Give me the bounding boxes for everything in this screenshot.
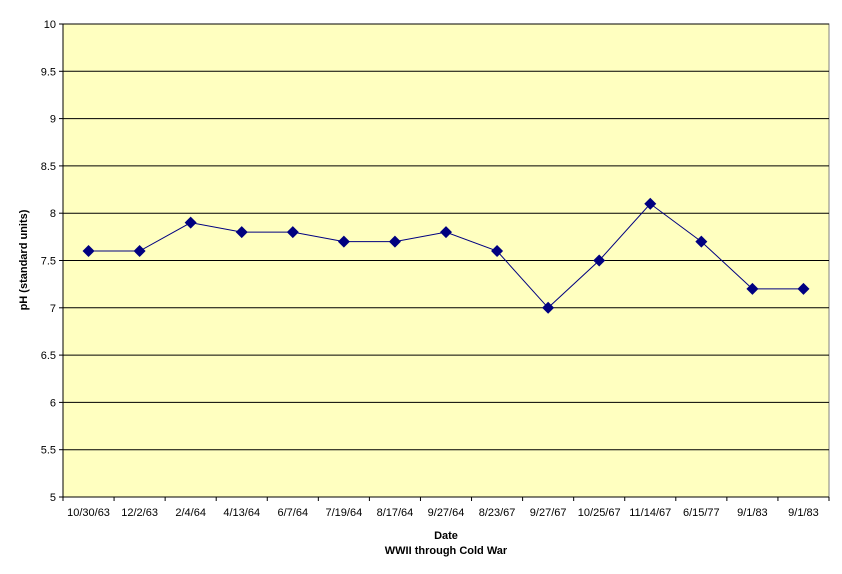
- y-tick-label: 8: [50, 208, 56, 220]
- y-tick-label: 5: [50, 492, 56, 504]
- data-point: [235, 226, 248, 239]
- y-tick-label: 8.5: [41, 161, 56, 173]
- x-tick-label: 9/27/64: [428, 507, 465, 519]
- x-tick-label: 9/1/83: [737, 507, 768, 519]
- x-tick-label: 10/30/63: [67, 507, 110, 519]
- x-tick-label: 9/27/67: [530, 507, 567, 519]
- y-tick-label: 6: [50, 397, 56, 409]
- data-point: [746, 282, 759, 295]
- data-point: [133, 245, 146, 258]
- data-point: [388, 235, 401, 248]
- y-tick-label: 6.5: [41, 350, 56, 362]
- x-tick-label: 10/25/67: [578, 507, 621, 519]
- x-tick-label: 11/14/67: [629, 507, 671, 519]
- data-point: [797, 282, 810, 295]
- y-axis-ticks: 5 5.5 6 6.5 7 7.5 8 8.5 9 9.5 10: [41, 19, 63, 504]
- y-tick-label: 7.5: [41, 256, 56, 268]
- data-point: [184, 216, 197, 229]
- x-axis-subtitle: WWII through Cold War: [385, 545, 508, 557]
- x-tick-label: 6/15/77: [683, 507, 720, 519]
- x-tick-label: 2/4/64: [175, 507, 206, 519]
- x-tick-label: 4/13/64: [223, 507, 260, 519]
- y-tick-label: 10: [44, 19, 56, 31]
- data-point: [542, 301, 555, 314]
- x-tick-label: 8/17/64: [377, 507, 414, 519]
- y-axis-title: pH (standard units): [18, 209, 30, 310]
- data-point: [440, 226, 452, 239]
- x-axis-title: Date: [434, 530, 458, 542]
- data-point: [695, 235, 708, 248]
- gridlines: [63, 23, 829, 451]
- data-point: [644, 197, 657, 210]
- x-tick-label: 6/7/64: [278, 507, 309, 519]
- data-point: [286, 226, 299, 239]
- y-tick-label: 9: [50, 114, 56, 126]
- y-tick-label: 7: [50, 303, 56, 315]
- x-tick-label: 8/23/67: [479, 507, 516, 519]
- series-group: [82, 197, 810, 314]
- data-point: [593, 254, 606, 267]
- y-tick-label: 5.5: [41, 445, 56, 457]
- x-tick-label: 12/2/63: [121, 507, 158, 519]
- y-tick-label: 9.5: [41, 66, 56, 78]
- x-tick-label: 9/1/83: [788, 507, 819, 519]
- x-tick-label: 7/19/64: [326, 507, 363, 519]
- data-point: [491, 245, 504, 258]
- x-axis-ticks: 10/30/63 12/2/63 2/4/64 4/13/64 6/7/64 7/19/6…: [62, 497, 830, 519]
- data-point: [337, 235, 350, 248]
- data-point: [82, 245, 95, 258]
